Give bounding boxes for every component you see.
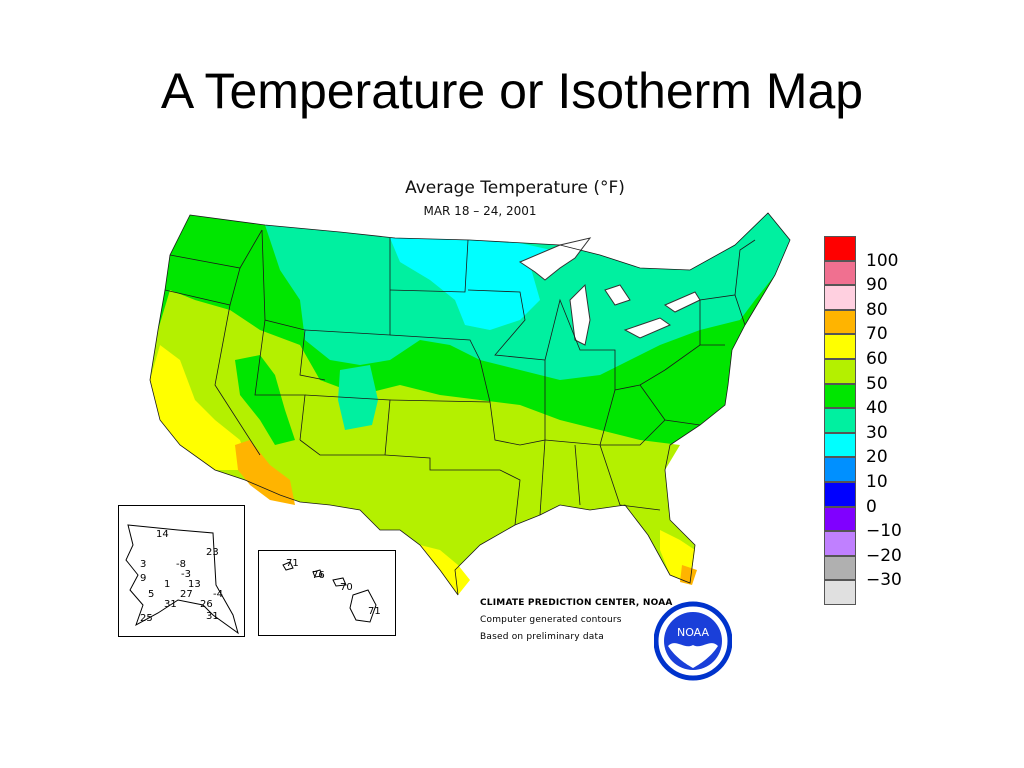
credit-line-1: CLIMATE PREDICTION CENTER, NOAA [480, 598, 673, 608]
alaska-value: 1 [164, 579, 170, 590]
band-40-rockies [328, 300, 378, 430]
band-70-florida [680, 565, 697, 585]
legend-label: 30 [866, 422, 888, 443]
alaska-value: 31 [164, 599, 177, 610]
legend-swatch [824, 383, 856, 409]
legend-label: −30 [866, 570, 902, 591]
alaska-value: 5 [148, 589, 154, 600]
great-lakes [518, 237, 701, 346]
legend-label: 100 [866, 250, 899, 271]
hawaii-value: 76 [312, 570, 325, 581]
legend-swatch [824, 481, 856, 507]
alaska-value: 25 [140, 613, 153, 624]
legend-swatch [824, 309, 856, 335]
state-borders [149, 212, 791, 596]
legend-swatch [824, 358, 856, 384]
alaska-value: 3 [140, 559, 146, 570]
legend-swatch [824, 285, 856, 310]
legend-swatch [824, 236, 856, 261]
legend-swatch [824, 531, 856, 556]
band-50 [150, 290, 695, 595]
alaska-outline [125, 524, 239, 635]
alaska-value: 13 [188, 579, 201, 590]
alaska-value: 9 [140, 573, 146, 584]
credit-line-2: Computer generated contours [480, 615, 622, 625]
legend-bar [824, 236, 856, 605]
band-20 [390, 238, 560, 330]
legend-swatch [824, 555, 856, 581]
alaska-value: 26 [200, 599, 213, 610]
map-title: Average Temperature (°F) [405, 178, 625, 198]
band-70-arizona [235, 440, 295, 505]
legend-swatch [824, 580, 856, 605]
legend-label: −10 [866, 521, 902, 542]
alaska-value: 14 [156, 529, 169, 540]
alaska-value: -4 [213, 589, 223, 600]
noaa-logo: NOAA [654, 601, 732, 681]
band-60-texas [420, 545, 470, 595]
legend-label: 70 [866, 324, 888, 345]
map-subtitle: MAR 18 – 24, 2001 [423, 204, 537, 218]
alaska-value: 31 [206, 611, 219, 622]
hawaii-inset: 71 76 70 71 [258, 550, 396, 636]
noaa-logo-text: NOAA [677, 626, 710, 639]
legend-label: 10 [866, 472, 888, 492]
legend-label: 20 [866, 447, 888, 468]
alaska-value: 23 [206, 547, 219, 558]
legend-swatch [824, 334, 856, 359]
legend-label: 60 [866, 349, 888, 369]
noaa-bird-icon [668, 643, 718, 668]
legend-label: 90 [866, 275, 888, 296]
hawaii-value: 71 [286, 558, 299, 569]
alaska-value: -8 [176, 559, 186, 570]
hawaii-value: 71 [368, 606, 381, 617]
hawaii-value: 70 [340, 582, 353, 593]
legend-label: 50 [866, 373, 888, 394]
legend-swatch [824, 408, 856, 433]
slide-title: A Temperature or Isotherm Map [160, 63, 864, 119]
legend-label: 0 [866, 496, 877, 517]
band-40-west [235, 355, 295, 445]
hawaii-islands [282, 561, 377, 623]
credit-line-3: Based on preliminary data [480, 632, 604, 642]
legend-label: −20 [866, 545, 902, 566]
legend-swatch [824, 260, 856, 286]
legend-label: 80 [866, 299, 888, 320]
legend-swatch [824, 432, 856, 458]
legend-swatch [824, 506, 856, 532]
alaska-value: 27 [180, 589, 193, 600]
legend-label: 40 [866, 398, 888, 419]
legend-swatch [824, 457, 856, 482]
hawaii-value-labels: 71 76 70 71 [286, 558, 381, 617]
alaska-value: -3 [181, 569, 191, 580]
